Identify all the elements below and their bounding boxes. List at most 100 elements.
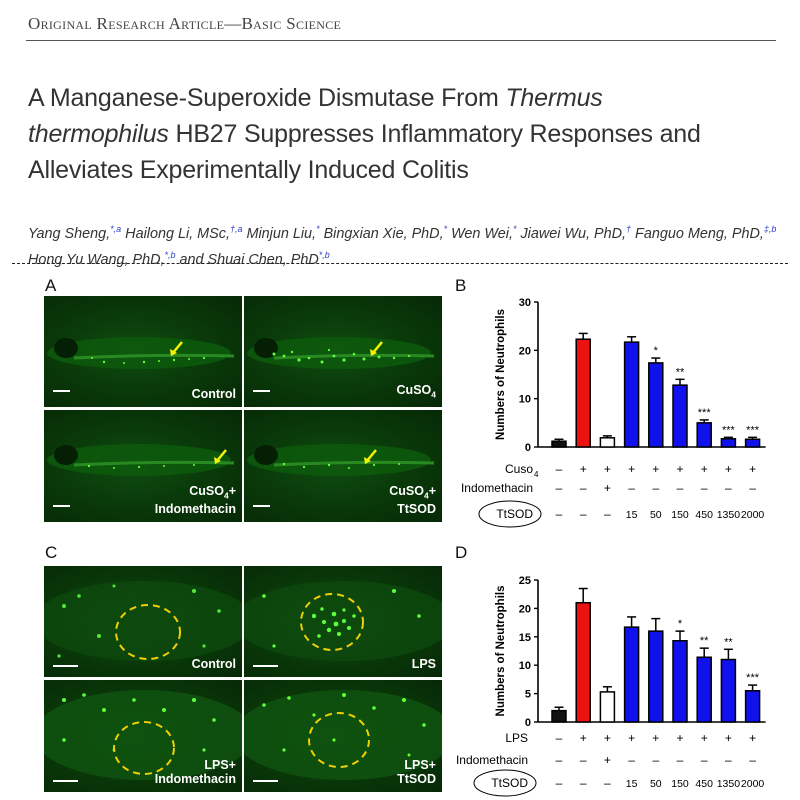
- row-cell: +: [580, 462, 587, 476]
- title-line3: Alleviates Experimentally Induced Coliti…: [28, 156, 469, 184]
- row-cell: –: [556, 731, 563, 745]
- scale-bar: [253, 390, 270, 392]
- bar: [623, 626, 640, 723]
- y-tick-label: 25: [519, 575, 531, 587]
- y-tick-label: 30: [519, 297, 531, 309]
- row-cell: 2000: [741, 509, 765, 521]
- article-title: A Manganese-Superoxide Dismutase From Th…: [28, 80, 768, 188]
- y-tick-label: 20: [519, 603, 531, 615]
- row-cell: +: [652, 462, 659, 476]
- author-name: Jiawei Wu, PhD,: [516, 225, 627, 242]
- row-cell: +: [604, 481, 611, 495]
- row-cell: –: [677, 481, 684, 495]
- row-cell: +: [701, 731, 708, 745]
- significance-label: **: [700, 635, 709, 647]
- row-cell: –: [701, 481, 708, 495]
- row-cell: –: [556, 462, 563, 476]
- row-cell: +: [676, 731, 683, 745]
- row-cell: –: [628, 481, 635, 495]
- bar: [623, 341, 640, 448]
- row-label: Indomethacin: [456, 753, 528, 767]
- row-cell: –: [652, 481, 659, 495]
- row-cell: –: [652, 753, 659, 767]
- panel-c-tile-control: Control: [44, 566, 242, 677]
- significance-label: ***: [698, 407, 712, 419]
- scale-bar: [53, 505, 70, 507]
- author-name: Bingxian Xie, PhD,: [319, 225, 444, 242]
- zebrafish-larva-image: [47, 444, 235, 476]
- row-cell: 50: [650, 778, 662, 790]
- scale-bar: [253, 665, 278, 667]
- y-tick-label: 20: [519, 345, 531, 357]
- author-name: Hong Yu Wang, PhD,: [28, 251, 165, 268]
- author-affiliation-mark: *: [443, 224, 448, 234]
- significance-label: ***: [746, 424, 760, 436]
- bar: [599, 691, 616, 723]
- row-cell: 1350: [717, 778, 741, 790]
- row-cell: –: [556, 507, 563, 521]
- y-tick-label: 5: [525, 689, 531, 701]
- row-cell: 15: [626, 778, 638, 790]
- panel-c-tile-lps-indomethacin: LPS+ Indomethacin: [44, 680, 242, 792]
- tile-label: CuSO4+ TtSOD: [389, 483, 436, 517]
- author-affiliation-mark: *: [316, 224, 320, 234]
- bar: [744, 438, 761, 448]
- row-label: TtSOD: [491, 776, 528, 790]
- tile-label: LPS+ Indomethacin: [154, 758, 236, 786]
- row-cell: –: [677, 753, 684, 767]
- bar: [696, 422, 712, 448]
- bar: [551, 709, 567, 723]
- author-affiliation-mark: †: [626, 224, 632, 234]
- author-affiliation-mark: *,b: [164, 249, 176, 260]
- significance-label: ***: [746, 672, 760, 684]
- tile-label: CuSO4+ Indomethacin: [154, 483, 236, 517]
- bar: [672, 384, 688, 448]
- panel-a-tile-cuso4-indomethacin: CuSO4+ Indomethacin: [44, 410, 242, 522]
- author-name: Hailong Li, MSc,: [121, 225, 230, 242]
- tile-label: Control: [191, 657, 236, 671]
- author-affiliation-mark: *: [512, 224, 517, 234]
- author-affiliation-mark: †,a: [229, 224, 243, 234]
- title-line2-post: HB27 Suppresses Inflammatory Responses a…: [168, 120, 701, 148]
- row-cell: +: [652, 731, 659, 745]
- row-cell: 150: [671, 778, 689, 790]
- row-cell: +: [749, 462, 756, 476]
- zebrafish-head-image: [44, 581, 242, 661]
- zebrafish-head-image: [44, 690, 242, 780]
- row-cell: –: [749, 753, 756, 767]
- row-cell: –: [725, 481, 732, 495]
- author-affiliation-mark: *,b: [318, 249, 330, 260]
- y-tick-label: 15: [519, 632, 531, 644]
- row-cell: +: [749, 731, 756, 745]
- ttsod-label-oval: [478, 500, 542, 528]
- row-label: Indomethacin: [461, 481, 533, 495]
- row-label-subscript: 4: [534, 470, 539, 479]
- tile-label: CuSO4: [396, 382, 436, 400]
- row-cell: –: [725, 753, 732, 767]
- y-tick-label: 10: [519, 394, 531, 406]
- row-cell: +: [580, 731, 587, 745]
- row-cell: –: [749, 481, 756, 495]
- bar: [696, 656, 712, 723]
- zebrafish-larva-image: [47, 337, 235, 369]
- panel-letter-c: C: [45, 543, 58, 562]
- tile-label: LPS+ TtSOD: [397, 758, 436, 786]
- author-affiliation-mark: *,a: [110, 224, 122, 234]
- bar: [575, 601, 591, 723]
- panel-a-tile-cuso4: CuSO4: [244, 296, 442, 407]
- tile-label: LPS: [411, 657, 436, 671]
- bar: [648, 630, 664, 723]
- bar: [744, 690, 761, 723]
- row-cell: +: [604, 753, 611, 767]
- y-tick-label: 10: [519, 660, 531, 672]
- row-cell: 1350: [717, 509, 741, 521]
- scale-bar: [253, 505, 270, 507]
- author-affiliation-mark: ‡,b: [763, 224, 777, 234]
- significance-label: ***: [722, 424, 736, 436]
- row-cell: –: [628, 753, 635, 767]
- row-label: TtSOD: [496, 507, 533, 521]
- panel-c-tile-lps-ttsod: LPS+ TtSOD: [244, 680, 442, 792]
- bar: [720, 438, 737, 448]
- row-cell: 2000: [741, 778, 765, 790]
